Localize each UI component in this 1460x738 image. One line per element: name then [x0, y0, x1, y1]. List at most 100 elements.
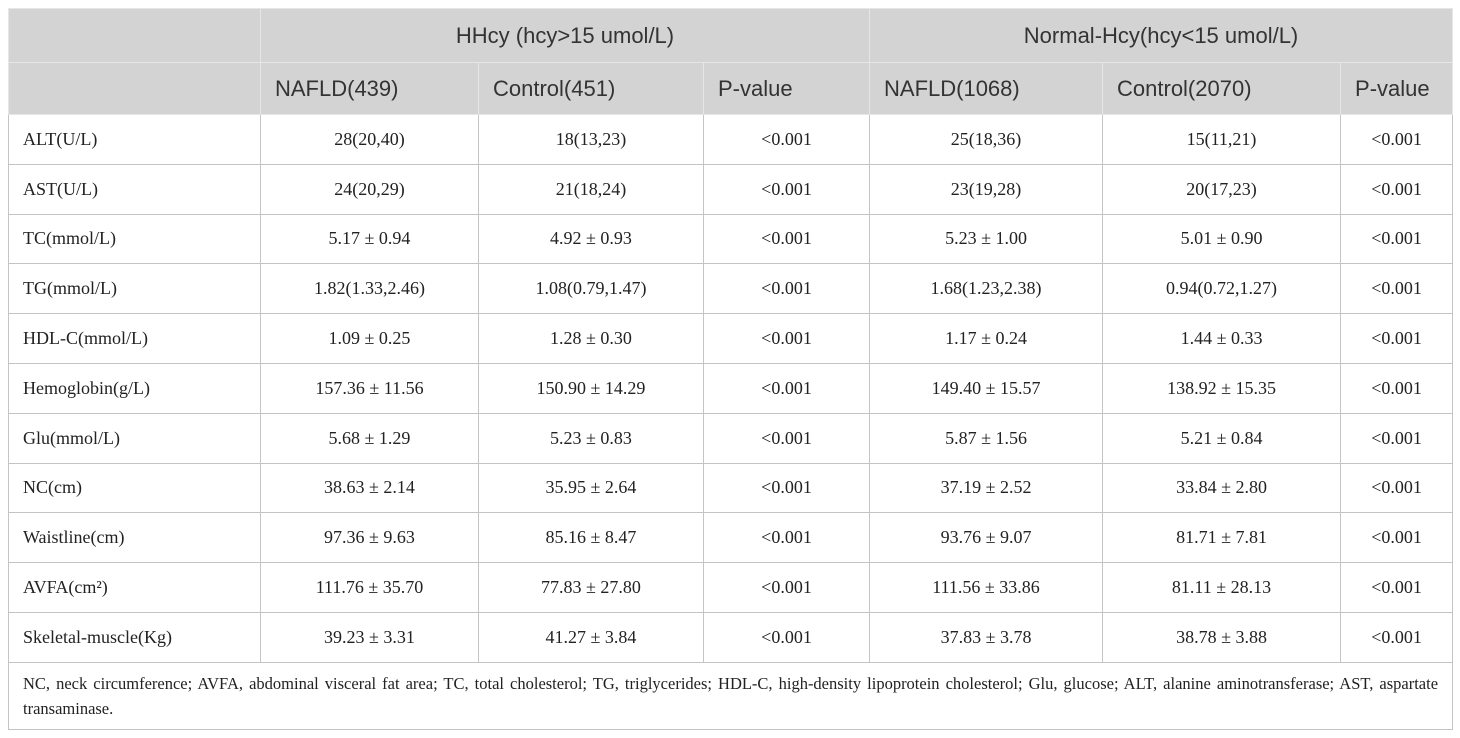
data-row: TG(mmol/L) 1.82(1.33,2.46) 1.08(0.79,1.47)… [8, 263, 1454, 315]
data-cell: 21(18,24) [478, 163, 704, 215]
data-table: HHcy (hcy>15 umol/L) Normal-Hcy(hcy<15 um… [7, 8, 1454, 730]
data-cell: 81.71 ± 7.81 [1102, 512, 1342, 564]
data-cell: 35.95 ± 2.64 [478, 462, 704, 514]
data-cell: 41.27 ± 3.84 [478, 611, 704, 663]
data-row: Skeletal-muscle(Kg) 39.23 ± 3.31 41.27 ± 3… [8, 611, 1454, 663]
data-cell: 15(11,21) [1102, 114, 1342, 165]
data-cell: <0.001 [1340, 362, 1454, 414]
data-cell: 77.83 ± 27.80 [478, 562, 704, 613]
data-cell: <0.001 [702, 263, 871, 315]
data-cell: 28(20,40) [260, 114, 479, 165]
data-cell: <0.001 [1340, 462, 1454, 514]
row-label: AST(U/L) [8, 163, 261, 215]
row-label: Skeletal-muscle(Kg) [8, 611, 261, 663]
row-label: Waistline(cm) [8, 512, 261, 564]
data-cell: 1.08(0.79,1.47) [478, 263, 704, 315]
data-cell: 38.63 ± 2.14 [260, 462, 479, 514]
data-cell: 25(18,36) [869, 114, 1104, 165]
data-cell: 1.28 ± 0.30 [478, 313, 704, 364]
footnote: NC, neck circumference; AVFA, abdominal … [7, 661, 1454, 730]
data-cell: 81.11 ± 28.13 [1102, 562, 1342, 613]
data-row: TC(mmol/L) 5.17 ± 0.94 4.92 ± 0.93 <0.001 5.… [8, 213, 1454, 265]
row-label: Glu(mmol/L) [8, 412, 261, 464]
data-cell: <0.001 [702, 512, 871, 564]
data-cell: 5.23 ± 1.00 [869, 213, 1104, 265]
data-cell: 33.84 ± 2.80 [1102, 462, 1342, 514]
data-cell: 5.23 ± 0.83 [478, 412, 704, 464]
column-header: Control(2070) [1102, 62, 1342, 115]
column-header-row: NAFLD(439) Control(451) P-value NAFLD(1068)… [8, 62, 1454, 115]
data-row: Glu(mmol/L) 5.68 ± 1.29 5.23 ± 0.83 <0.001 5… [8, 412, 1454, 464]
data-cell: <0.001 [702, 313, 871, 364]
data-cell: <0.001 [702, 362, 871, 414]
data-cell: 1.68(1.23,2.38) [869, 263, 1104, 315]
data-cell: <0.001 [702, 462, 871, 514]
row-label: Hemoglobin(g/L) [8, 362, 261, 414]
footnote-row: NC, neck circumference; AVFA, abdominal … [7, 661, 1454, 730]
data-cell: 39.23 ± 3.31 [260, 611, 479, 663]
data-cell: 85.16 ± 8.47 [478, 512, 704, 564]
data-cell: 4.92 ± 0.93 [478, 213, 704, 265]
data-row: ALT(U/L) 28(20,40) 18(13,23) <0.001 25(18,36… [8, 114, 1454, 165]
data-cell: 5.17 ± 0.94 [260, 213, 479, 265]
data-cell: 5.21 ± 0.84 [1102, 412, 1342, 464]
data-row: HDL-C(mmol/L) 1.09 ± 0.25 1.28 ± 0.30 <0.00… [8, 313, 1454, 364]
data-row: Hemoglobin(g/L) 157.36 ± 11.56 150.90 ± 14… [8, 362, 1454, 414]
data-cell: 157.36 ± 11.56 [260, 362, 479, 414]
column-header: P-value [702, 62, 871, 115]
data-cell: 5.87 ± 1.56 [869, 412, 1104, 464]
data-cell: <0.001 [702, 562, 871, 613]
data-cell: 38.78 ± 3.88 [1102, 611, 1342, 663]
data-cell: 1.82(1.33,2.46) [260, 263, 479, 315]
data-cell: 93.76 ± 9.07 [869, 512, 1104, 564]
data-cell: 5.01 ± 0.90 [1102, 213, 1342, 265]
data-row: NC(cm) 38.63 ± 2.14 35.95 ± 2.64 <0.001 37.1… [8, 462, 1454, 514]
data-cell: 150.90 ± 14.29 [478, 362, 704, 414]
data-cell: 5.68 ± 1.29 [260, 412, 479, 464]
row-label: AVFA(cm²) [8, 562, 261, 613]
data-cell: 149.40 ± 15.57 [869, 362, 1104, 414]
data-cell: 1.09 ± 0.25 [260, 313, 479, 364]
data-cell: 23(19,28) [869, 163, 1104, 215]
data-cell: 0.94(0.72,1.27) [1102, 263, 1342, 315]
data-cell: 20(17,23) [1102, 163, 1342, 215]
corner-cell [8, 8, 261, 63]
data-cell: <0.001 [702, 114, 871, 165]
data-cell: 1.44 ± 0.33 [1102, 313, 1342, 364]
data-cell: <0.001 [702, 163, 871, 215]
data-cell: 37.19 ± 2.52 [869, 462, 1104, 514]
data-cell: <0.001 [702, 412, 871, 464]
table-body: HHcy (hcy>15 umol/L) Normal-Hcy(hcy<15 um… [7, 8, 1454, 730]
data-cell: 111.56 ± 33.86 [869, 562, 1104, 613]
corner-cell [8, 62, 261, 115]
data-row: AVFA(cm²) 111.76 ± 35.70 77.83 ± 27.80 <0.0… [8, 562, 1454, 613]
column-header: P-value [1340, 62, 1454, 115]
data-cell: <0.001 [1340, 263, 1454, 315]
column-header: Control(451) [478, 62, 704, 115]
row-label: TG(mmol/L) [8, 263, 261, 315]
column-header: NAFLD(1068) [869, 62, 1104, 115]
data-cell: <0.001 [702, 611, 871, 663]
row-label: ALT(U/L) [8, 114, 261, 165]
data-cell: 1.17 ± 0.24 [869, 313, 1104, 364]
group-header-row: HHcy (hcy>15 umol/L) Normal-Hcy(hcy<15 um… [8, 8, 1454, 63]
data-cell: 97.36 ± 9.63 [260, 512, 479, 564]
data-cell: <0.001 [1340, 114, 1454, 165]
data-cell: 24(20,29) [260, 163, 479, 215]
row-label: HDL-C(mmol/L) [8, 313, 261, 364]
data-cell: <0.001 [1340, 512, 1454, 564]
data-cell: <0.001 [1340, 163, 1454, 215]
data-cell: <0.001 [1340, 412, 1454, 464]
data-cell: <0.001 [702, 213, 871, 265]
data-cell: 111.76 ± 35.70 [260, 562, 479, 613]
row-label: TC(mmol/L) [8, 213, 261, 265]
data-cell: 37.83 ± 3.78 [869, 611, 1104, 663]
data-row: AST(U/L) 24(20,29) 21(18,24) <0.001 23(19,28… [8, 163, 1454, 215]
data-cell: <0.001 [1340, 213, 1454, 265]
data-cell: <0.001 [1340, 313, 1454, 364]
row-label: NC(cm) [8, 462, 261, 514]
data-row: Waistline(cm) 97.36 ± 9.63 85.16 ± 8.47 <0.… [8, 512, 1454, 564]
data-cell: <0.001 [1340, 611, 1454, 663]
group-header: Normal-Hcy(hcy<15 umol/L) [869, 8, 1454, 63]
